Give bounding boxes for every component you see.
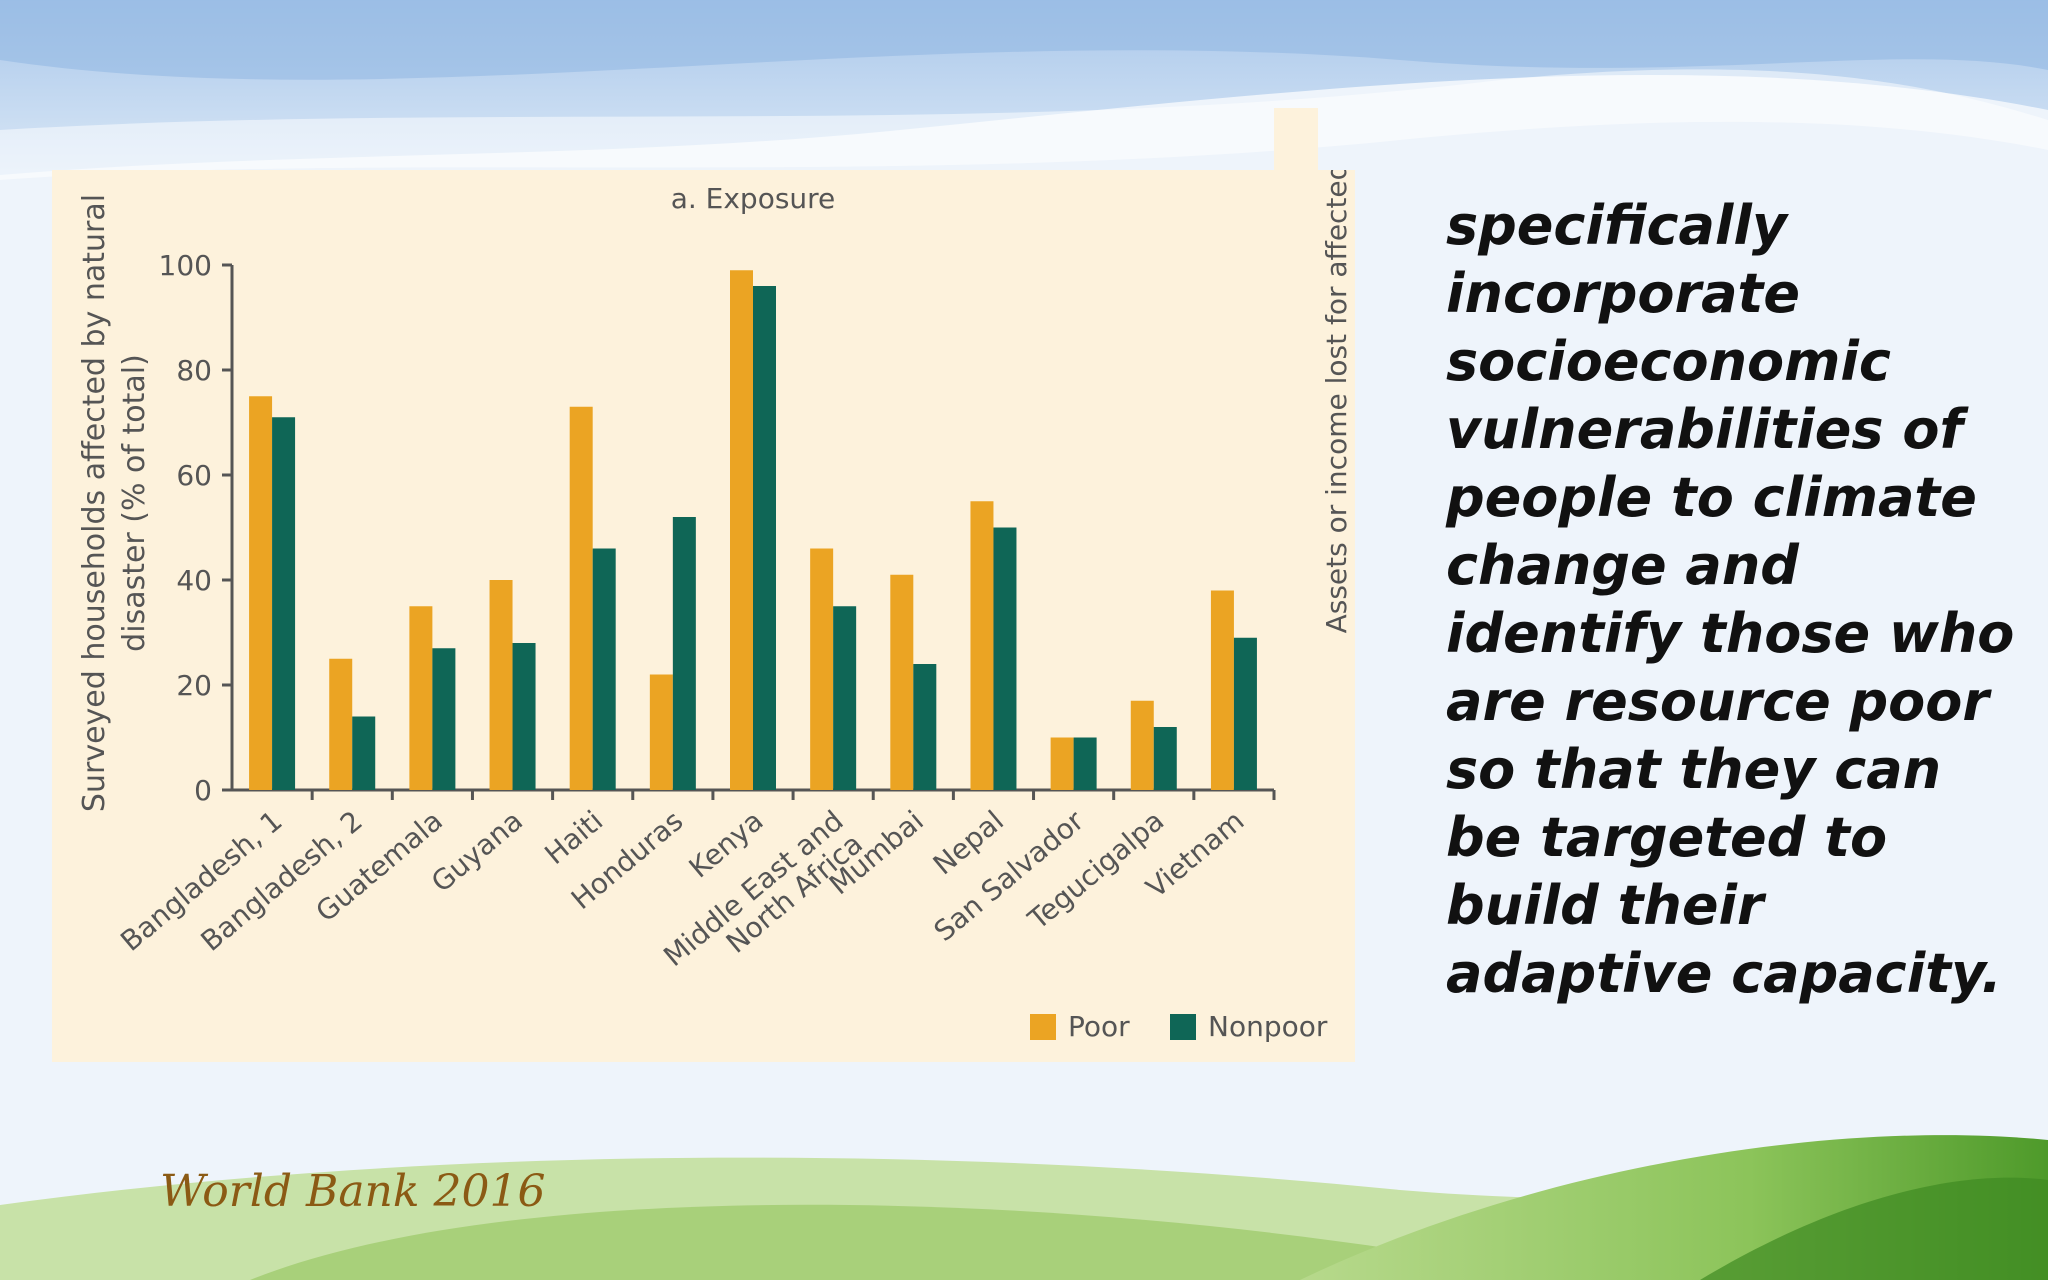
bar-poor-2 <box>329 658 353 790</box>
bar-poor-11 <box>1050 737 1074 790</box>
bar-nonpoor-3 <box>432 648 456 790</box>
legend-swatch-poor <box>1030 1014 1056 1040</box>
y-tick-label: 0 <box>194 774 212 807</box>
y-tick-label: 40 <box>176 564 212 597</box>
legend-swatch-nonpoor <box>1170 1014 1196 1040</box>
legend-label-nonpoor: Nonpoor <box>1208 1010 1328 1043</box>
bar-nonpoor-13 <box>1233 637 1257 790</box>
bar-poor-8 <box>810 548 834 790</box>
panel-tab <box>1274 108 1318 178</box>
bar-poor-9 <box>890 574 914 790</box>
bar-nonpoor-11 <box>1073 737 1097 790</box>
y-axis-label: Surveyed households affected by natural … <box>77 194 152 812</box>
bar-poor-13 <box>1210 590 1234 790</box>
legend-label-poor: Poor <box>1068 1010 1130 1043</box>
bar-poor-1 <box>249 396 273 790</box>
slide-body-text: specifically incorporate socioeconomic v… <box>1446 194 2015 1005</box>
chart-title: a. Exposure <box>671 182 836 215</box>
bar-nonpoor-12 <box>1153 727 1177 790</box>
chart-panel: a. Exposure Surveyed households affected… <box>52 170 1355 1217</box>
bar-nonpoor-6 <box>672 517 696 790</box>
bar-nonpoor-9 <box>913 664 937 790</box>
bar-nonpoor-8 <box>833 606 857 790</box>
y-axis-label-line-1: Surveyed households affected by natural <box>77 194 112 812</box>
bar-poor-12 <box>1130 700 1154 790</box>
legend: Poor Nonpoor <box>1030 1010 1328 1043</box>
y-tick-label: 80 <box>176 354 212 387</box>
bar-nonpoor-10 <box>993 527 1017 790</box>
bar-nonpoor-1 <box>272 417 296 790</box>
bar-nonpoor-4 <box>512 643 536 790</box>
bar-chart: a. Exposure Surveyed households affected… <box>52 170 1355 1062</box>
bars <box>249 270 1257 790</box>
bar-poor-3 <box>409 606 433 790</box>
bar-poor-4 <box>489 580 513 790</box>
bar-poor-6 <box>649 674 673 790</box>
bar-poor-5 <box>569 406 593 790</box>
y-axis-label-line-2: disaster (% of total) <box>117 354 152 652</box>
source-credit: World Bank 2016 <box>160 1166 546 1217</box>
y-tick-label: 100 <box>159 249 212 282</box>
right-axis-label: Assets or income lost for affected <box>1320 170 1353 633</box>
y-tick-label: 20 <box>176 669 212 702</box>
bar-nonpoor-2 <box>352 716 376 790</box>
bar-poor-7 <box>730 270 753 790</box>
bar-nonpoor-7 <box>753 286 776 790</box>
bar-poor-10 <box>970 501 994 790</box>
y-tick-label: 60 <box>176 459 212 492</box>
bar-nonpoor-5 <box>592 548 616 790</box>
